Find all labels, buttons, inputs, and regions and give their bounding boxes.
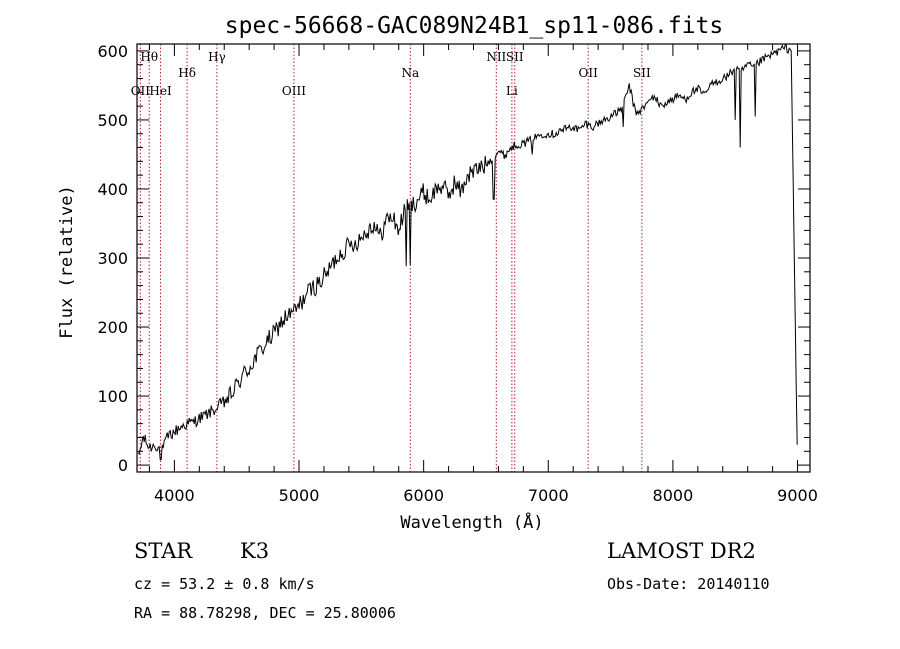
chart-title: spec-56668-GAC089N24B1_sp11-086.fits [225,13,724,39]
line-marker-label-9: SII [506,50,524,64]
y-axis-label: Flux (relative) [57,185,77,339]
spectrum-chart: spec-56668-GAC089N24B1_sp11-086.fits OII… [57,13,818,533]
line-marker-label-6: Na [401,66,419,80]
x-tick-label-5: 9000 [777,486,818,505]
spectrum-line-0 [137,44,798,461]
line-marker-label-2: HeI [149,84,172,98]
plot-frame [136,43,811,473]
observation-date: Obs-Date: 20140110 [607,575,770,593]
line-marker-label-5: OIII [282,84,306,98]
sky-coordinates: RA = 88.78298, DEC = 25.80006 [134,604,396,622]
y-axis: 0 100 200 300 400 500 600 [97,42,810,475]
object-class: STAR [134,539,193,563]
x-tick-label-3: 7000 [528,486,569,505]
line-marker-label-10: OII [578,66,598,80]
x-tick-label-1: 5000 [279,486,320,505]
object-subclass: K3 [240,539,270,563]
y-tick-label-0: 0 [118,456,128,475]
spectrum-series [137,44,798,461]
y-tick-label-2: 200 [97,318,128,337]
y-tick-label-6: 600 [97,42,128,61]
y-tick-label-5: 500 [97,111,128,130]
x-tick-label-4: 8000 [653,486,694,505]
spectral-line-markers: OII Hθ HeI Hδ Hγ OIII Na NII Li SII OII SII [131,44,651,472]
x-axis-label: Wavelength (Å) [400,511,543,533]
line-marker-label-0: OII [131,84,151,98]
y-tick-label-4: 400 [97,180,128,199]
line-marker-label-7: NII [486,50,506,64]
line-marker-label-1: Hθ [140,50,158,64]
y-tick-label-1: 100 [97,387,128,406]
line-marker-label-3: Hδ [178,66,196,80]
survey-name: LAMOST DR2 [607,539,756,563]
x-tick-label-2: 6000 [403,486,444,505]
y-tick-label-3: 300 [97,249,128,268]
line-marker-label-8: Li [506,84,518,98]
line-marker-label-11: SII [633,66,651,80]
redshift-cz: cz = 53.2 ± 0.8 km/s [134,575,315,593]
x-axis: 4000 5000 6000 7000 8000 9000 [148,44,818,505]
line-marker-label-4: Hγ [208,50,226,64]
x-tick-label-0: 4000 [154,486,195,505]
